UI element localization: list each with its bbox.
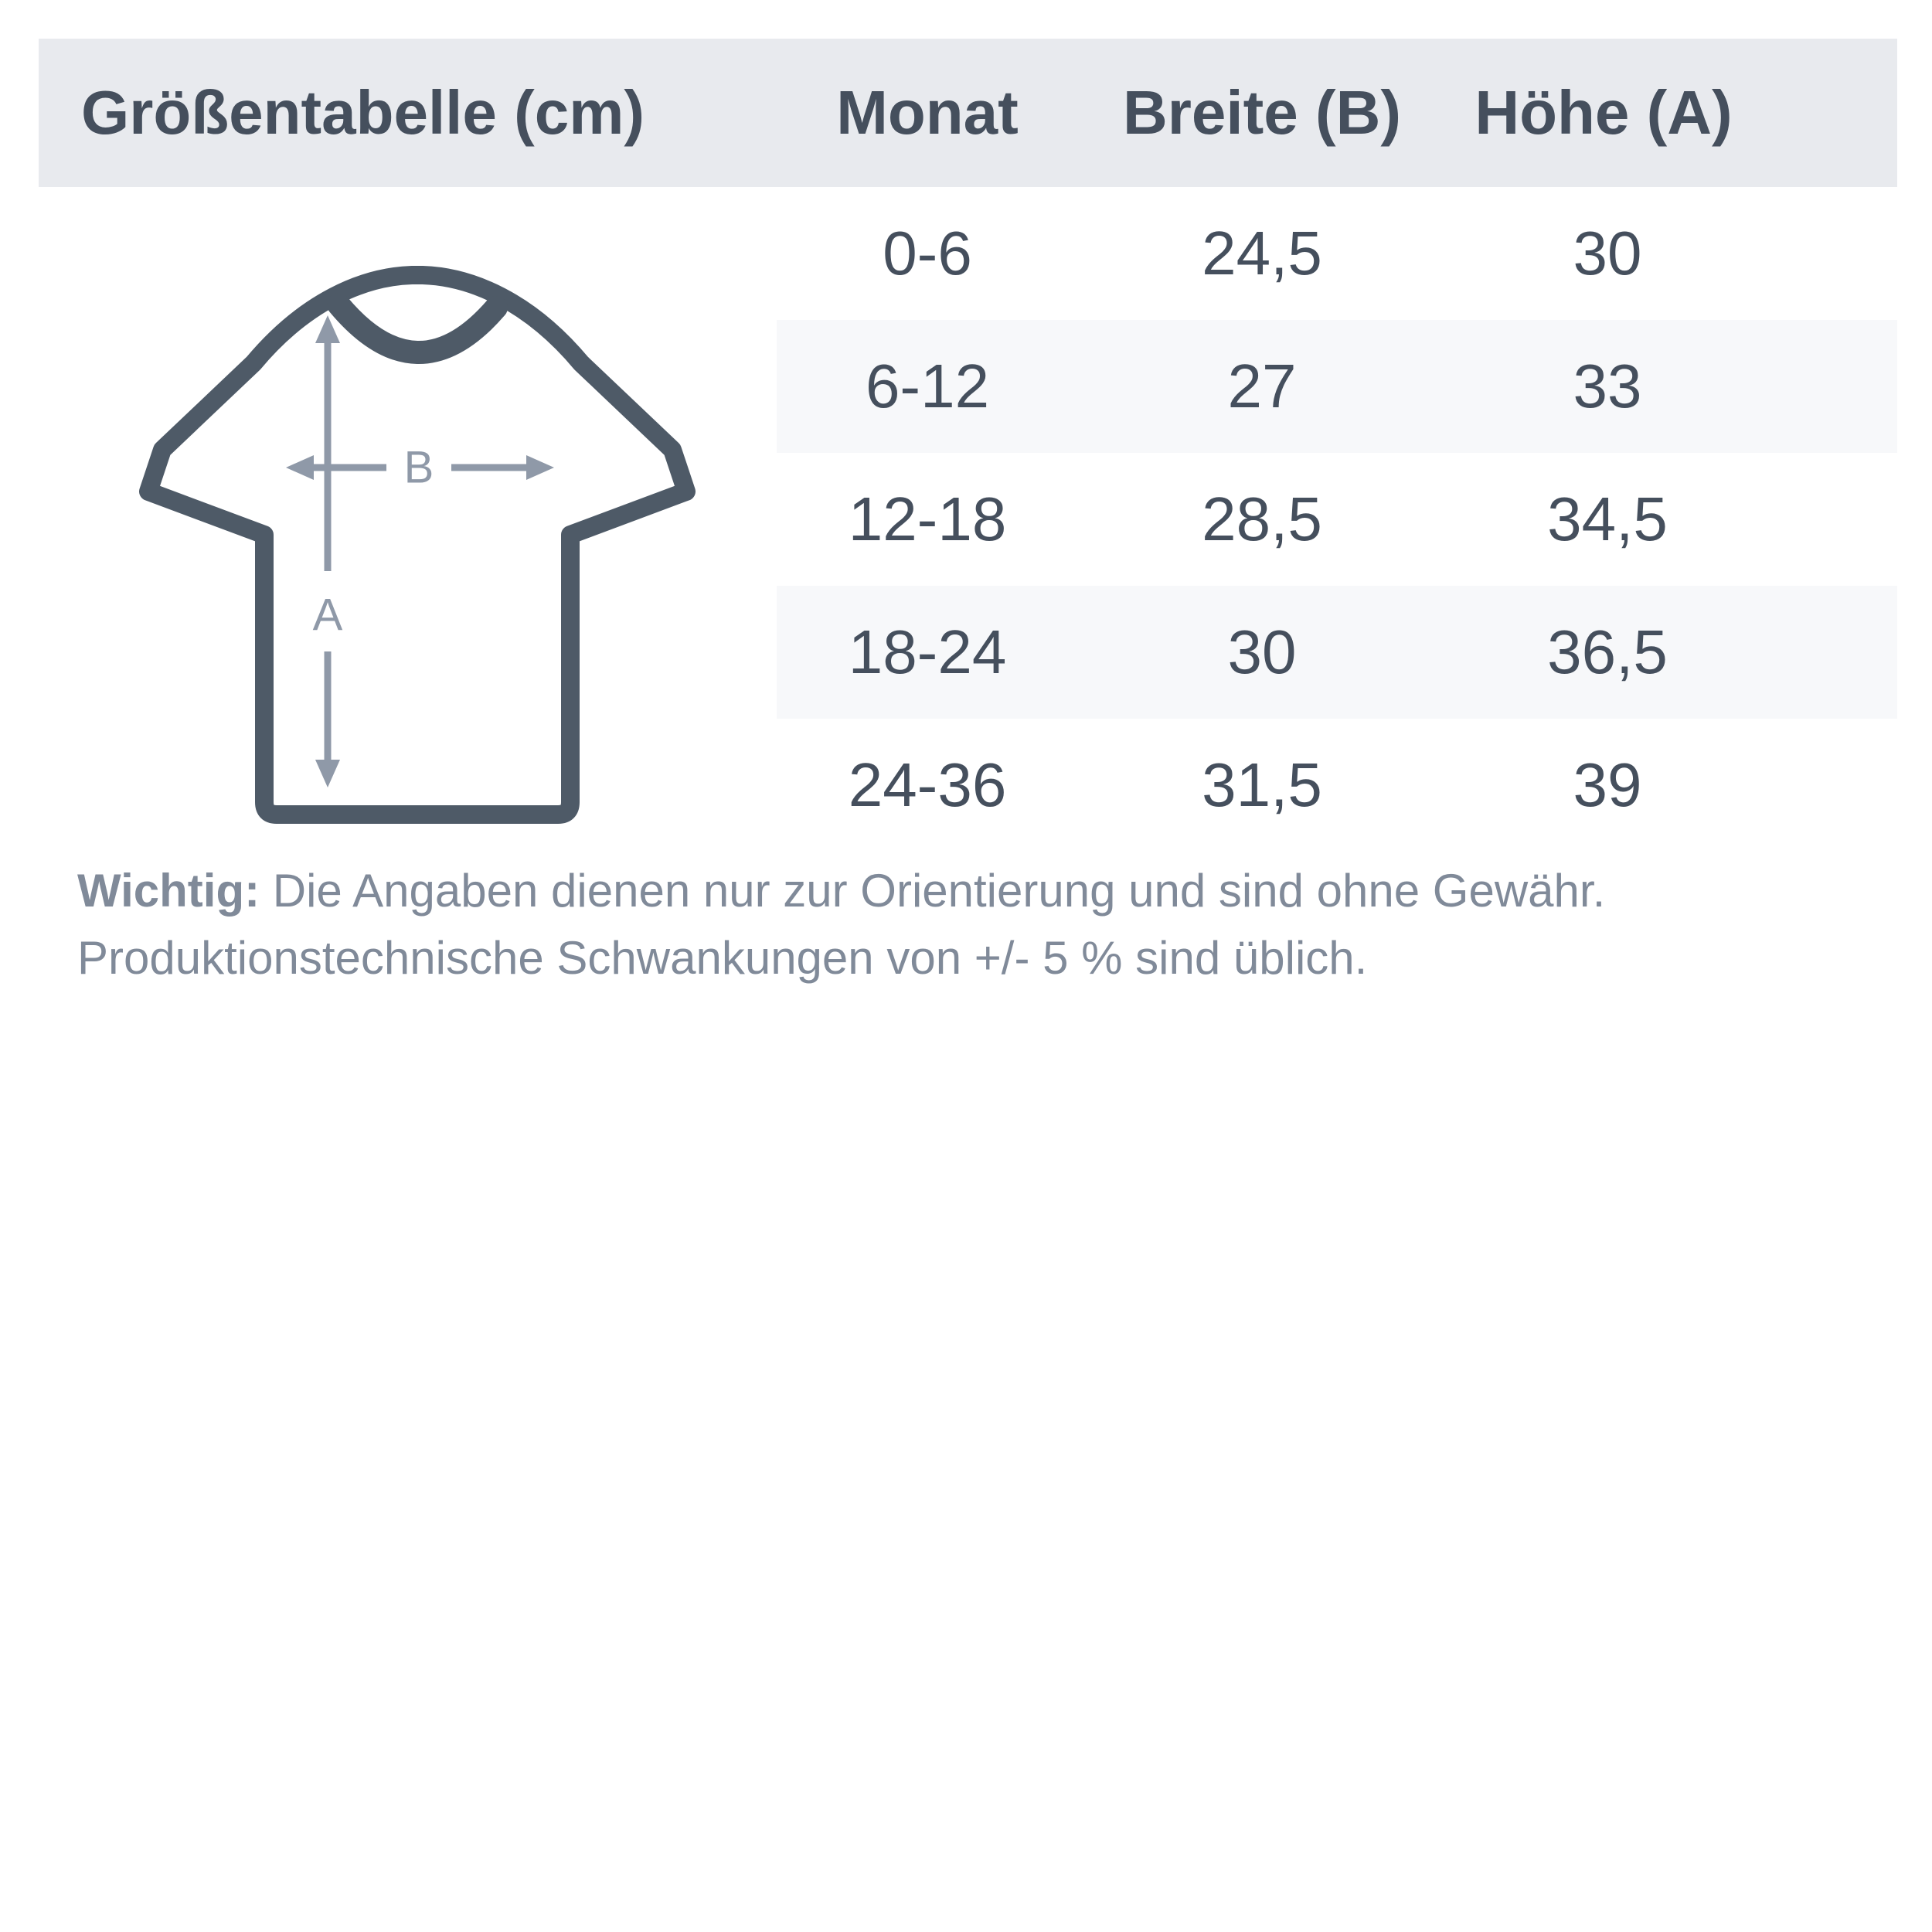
table-header: Größentabelle (cm) Monat Breite (B) Höhe… <box>39 39 1897 187</box>
cell-monat: 6-12 <box>865 352 990 420</box>
tshirt-icon: A B <box>139 266 696 824</box>
cell-breite: 30 <box>1227 617 1297 686</box>
size-table-body: 0-6 24,5 30 6-12 27 33 12-18 28,5 34,5 1… <box>0 187 1932 852</box>
cell-monat: 12-18 <box>848 485 1007 553</box>
cell-breite: 31,5 <box>1202 750 1322 819</box>
table-row: 18-24 30 36,5 <box>0 586 1932 719</box>
note-line1: Die Angaben dienen nur zur Orientierung … <box>272 865 1606 917</box>
height-arrow-label: A <box>313 590 343 641</box>
tshirt-collar <box>327 293 508 364</box>
height-arrowheads <box>315 315 340 787</box>
width-arrow-label: B <box>404 443 434 493</box>
cell-hoehe: 30 <box>1573 219 1642 287</box>
cell-hoehe: 34,5 <box>1547 485 1668 553</box>
disclaimer-note: Wichtig: Die Angaben dienen nur zur Orie… <box>77 857 1917 992</box>
cell-breite: 28,5 <box>1202 485 1322 553</box>
cell-monat: 24-36 <box>848 750 1007 819</box>
cell-breite: 24,5 <box>1202 219 1322 287</box>
note-line2: Produktionstechnische Schwankungen von +… <box>77 932 1368 984</box>
table-row: 12-18 28,5 34,5 <box>0 453 1932 586</box>
table-row: 0-6 24,5 30 <box>0 187 1932 320</box>
cell-monat: 18-24 <box>848 617 1007 686</box>
page-title: Größentabelle (cm) <box>81 78 645 147</box>
note-prefix: Wichtig: <box>77 865 260 917</box>
tshirt-diagram: A B <box>116 247 711 842</box>
cell-hoehe: 33 <box>1573 352 1642 420</box>
tshirt-outline <box>139 266 696 824</box>
table-row: 6-12 27 33 <box>0 320 1932 453</box>
cell-breite: 27 <box>1227 352 1297 420</box>
row-stripe <box>777 586 1897 719</box>
table-row: 24-36 31,5 39 <box>0 719 1932 852</box>
column-header-monat: Monat <box>836 78 1019 147</box>
column-header-breite: Breite (B) <box>1122 78 1402 147</box>
column-header-hoehe: Höhe (A) <box>1475 78 1733 147</box>
cell-hoehe: 36,5 <box>1547 617 1668 686</box>
cell-hoehe: 39 <box>1573 750 1642 819</box>
width-arrowheads <box>286 455 554 480</box>
cell-monat: 0-6 <box>883 219 972 287</box>
row-stripe <box>777 320 1897 453</box>
